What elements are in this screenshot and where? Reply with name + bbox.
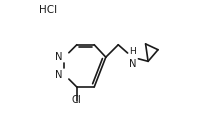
Text: H: H: [128, 47, 135, 56]
Text: N: N: [55, 52, 62, 62]
Text: N: N: [55, 70, 62, 80]
Text: Cl: Cl: [72, 95, 81, 105]
Text: HCl: HCl: [39, 5, 57, 15]
Text: N: N: [128, 59, 135, 68]
